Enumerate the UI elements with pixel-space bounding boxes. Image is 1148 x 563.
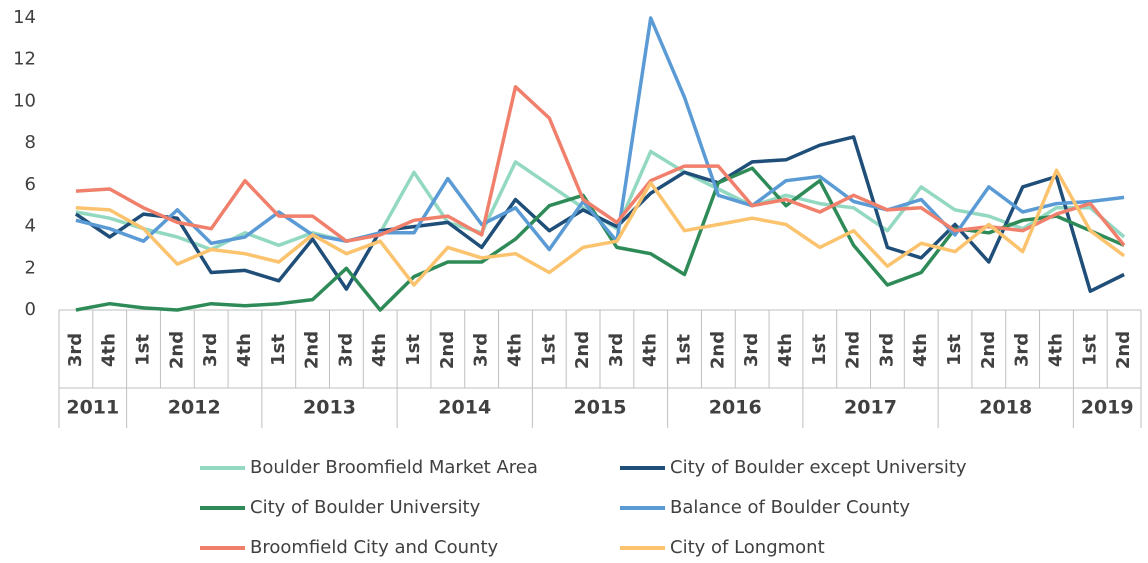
year-label: 2013 bbox=[303, 397, 356, 419]
legend-label: Broomfield City and County bbox=[250, 537, 499, 558]
year-label: 2018 bbox=[979, 397, 1032, 419]
x-tick-label: 4th bbox=[369, 333, 390, 367]
x-tick-label: 3rd bbox=[741, 333, 762, 367]
x-tick-label: 3rd bbox=[471, 333, 492, 367]
x-tick-label: 4th bbox=[99, 333, 120, 367]
year-label: 2015 bbox=[574, 397, 627, 419]
series-line bbox=[75, 168, 1126, 287]
year-label: 2011 bbox=[66, 397, 119, 419]
legend-label: City of Boulder University bbox=[250, 497, 481, 518]
x-tick-label: 1st bbox=[944, 334, 965, 366]
x-tick-label: 3rd bbox=[65, 333, 86, 367]
series-line bbox=[74, 135, 1125, 293]
x-tick-label: 1st bbox=[538, 334, 559, 366]
y-tick-label: 2 bbox=[25, 257, 36, 278]
x-tick-label: 4th bbox=[640, 333, 661, 367]
y-tick-label: 6 bbox=[25, 174, 36, 195]
y-tick-label: 14 bbox=[13, 7, 36, 28]
x-tick-label: 2nd bbox=[166, 331, 187, 369]
x-tick-label: 4th bbox=[775, 333, 796, 367]
x-tick-label: 2nd bbox=[302, 331, 323, 369]
x-tick-label: 4th bbox=[234, 333, 255, 367]
year-label: 2016 bbox=[709, 397, 762, 419]
x-tick-label: 4th bbox=[910, 333, 931, 367]
x-tick-label: 3rd bbox=[876, 333, 897, 367]
year-label: 2014 bbox=[438, 397, 491, 419]
x-tick-label: 1st bbox=[674, 334, 695, 366]
y-tick-label: 10 bbox=[13, 90, 36, 111]
year-label: 2012 bbox=[168, 397, 221, 419]
legend-label: Balance of Boulder County bbox=[670, 497, 910, 518]
x-tick-label: 4th bbox=[1045, 333, 1066, 367]
x-tick-label: 2nd bbox=[707, 331, 728, 369]
x-tick-label: 3rd bbox=[1012, 333, 1033, 367]
x-tick-label: 1st bbox=[403, 334, 424, 366]
y-tick-label: 4 bbox=[25, 216, 36, 237]
x-tick-label: 3rd bbox=[335, 333, 356, 367]
y-tick-label: 8 bbox=[25, 132, 36, 153]
series-line bbox=[75, 85, 1126, 247]
y-tick-label: 12 bbox=[13, 49, 36, 70]
x-tick-label: 1st bbox=[809, 334, 830, 366]
x-tick-label: 1st bbox=[133, 334, 154, 366]
x-tick-label: 1st bbox=[1079, 334, 1100, 366]
legend-label: City of Longmont bbox=[670, 537, 825, 558]
year-label: 2017 bbox=[844, 397, 897, 419]
series-line bbox=[75, 16, 1125, 252]
x-tick-label: 2nd bbox=[1113, 331, 1134, 369]
year-label: 2019 bbox=[1081, 397, 1134, 419]
legend-label: Boulder Broomfield Market Area bbox=[250, 457, 538, 478]
x-tick-label: 2nd bbox=[978, 331, 999, 369]
x-tick-label: 1st bbox=[268, 334, 289, 366]
x-tick-label: 3rd bbox=[200, 333, 221, 367]
x-tick-label: 3rd bbox=[606, 333, 627, 367]
x-tick-label: 2nd bbox=[437, 331, 458, 369]
legend-label: City of Boulder except University bbox=[670, 457, 967, 478]
y-tick-label: 0 bbox=[25, 299, 36, 320]
x-tick-label: 2nd bbox=[572, 331, 593, 369]
x-tick-label: 4th bbox=[504, 333, 525, 367]
x-tick-label: 2nd bbox=[843, 331, 864, 369]
